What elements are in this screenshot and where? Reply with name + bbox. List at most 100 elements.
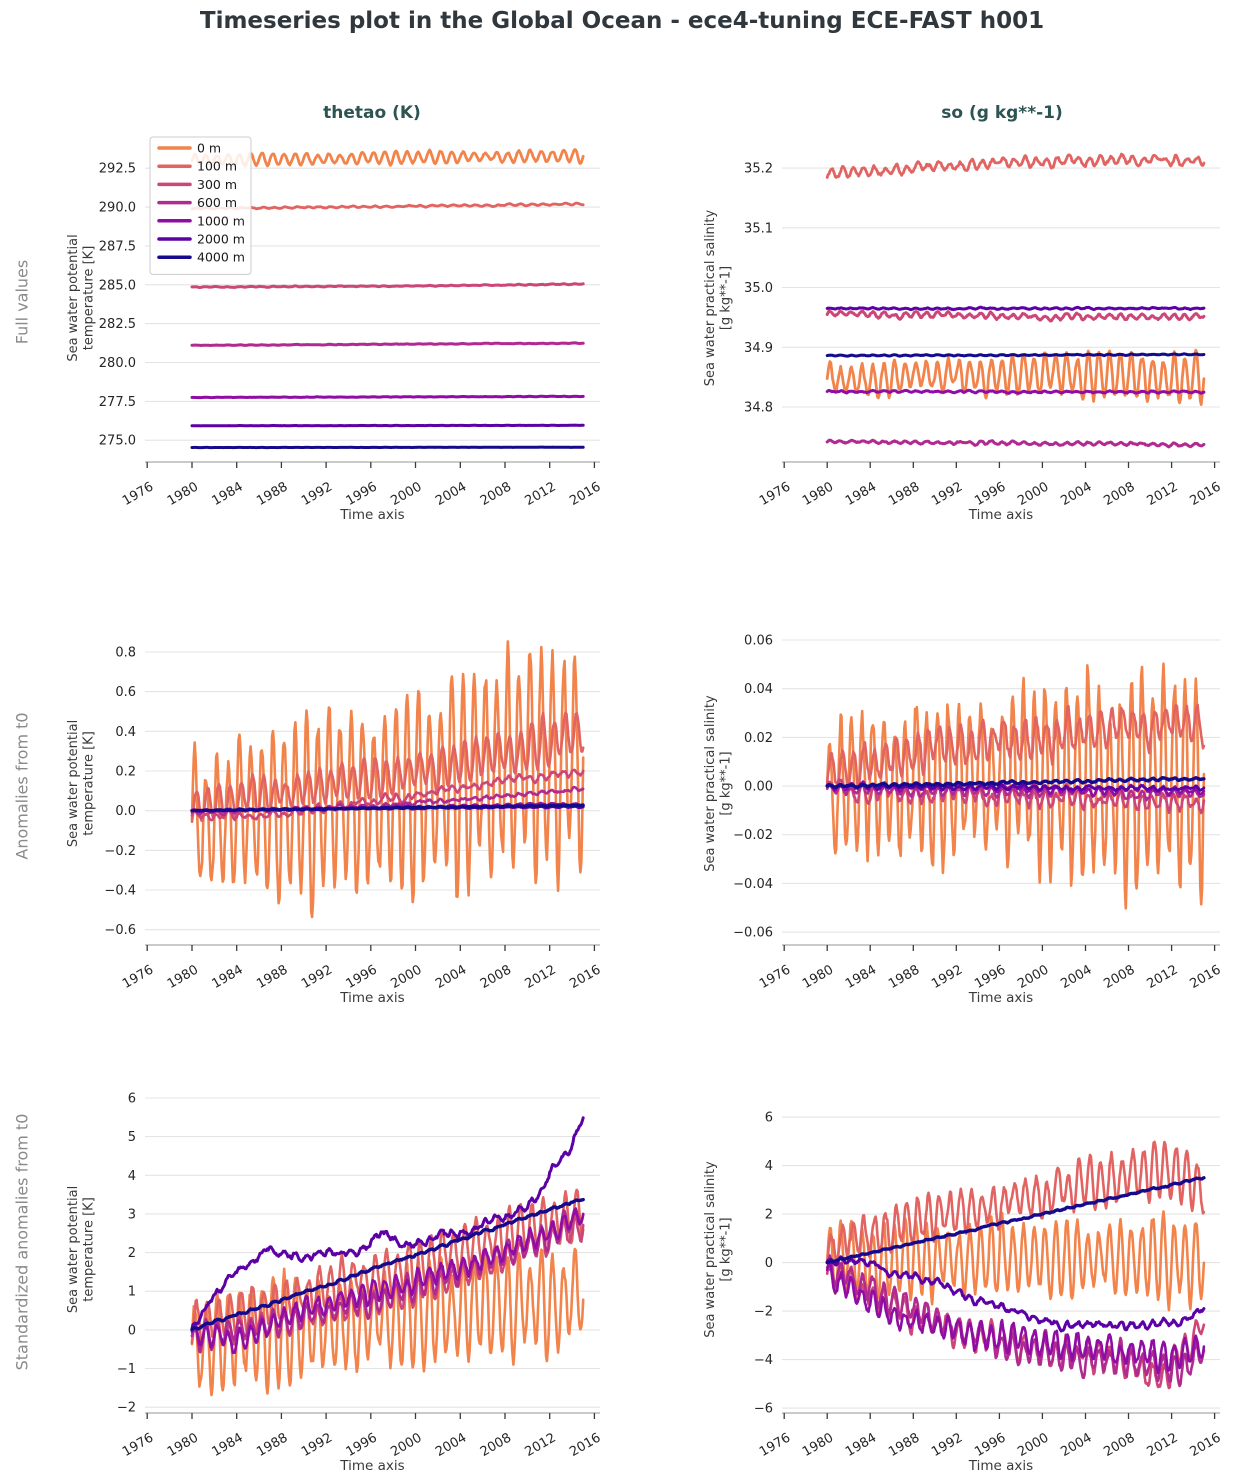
y-tick-label: −0.06 (733, 926, 773, 941)
x-tick-label: 2012 (523, 479, 559, 509)
x-tick-label: 1992 (929, 1430, 965, 1460)
x-axis: 1976 1980 1984 1988 1992 1996 2000 2004 2008 2012… (120, 1412, 603, 1460)
x-tick-label: 2008 (1101, 1430, 1137, 1460)
x-axis-label: Time axis (968, 990, 1033, 1006)
y-tick-label: 35.1 (744, 221, 773, 236)
x-axis: 1976 1980 1984 1988 1992 1996 2000 2004 2008 2012… (120, 944, 603, 992)
x-tick-label: 1992 (929, 479, 965, 509)
x-tick-label: 2008 (1101, 479, 1137, 509)
x-tick-label: 1992 (299, 1430, 335, 1460)
y-tick-label: 35.2 (744, 162, 773, 177)
x-tick-label: 1976 (757, 479, 793, 509)
x-axis: 1976 1980 1984 1988 1992 1996 2000 2004 2008 2012… (757, 1412, 1224, 1460)
subplot-stdanom-so: 1976 1980 1984 1988 1992 1996 2000 2004 2008 2012… (703, 1111, 1224, 1474)
x-tick-label: 1992 (299, 962, 335, 992)
x-axis-label: Time axis (339, 1458, 404, 1474)
y-tick-label: 6 (128, 1092, 136, 1107)
x-tick-label: 1984 (843, 479, 879, 509)
legend-label: 100 m (197, 159, 237, 174)
y-tick-label: 34.8 (744, 401, 773, 416)
series-lines (825, 1140, 1206, 1390)
x-tick-label: 2004 (433, 962, 469, 992)
x-tick-label: 1980 (800, 962, 836, 992)
subplot-full-so: 1976 1980 1984 1988 1992 1996 2000 2004 2008 2012… (703, 152, 1224, 523)
y-tick-label: −0.6 (104, 923, 136, 938)
x-tick-label: 1984 (843, 1430, 879, 1460)
line-300m (825, 309, 1206, 323)
x-tick-label: 2016 (1187, 1430, 1223, 1460)
line-2000m (825, 305, 1206, 312)
y-tick-label: 6 (765, 1111, 773, 1126)
y-axis: −0.06 −0.04 −0.02 0.00 0.02 0.04 0.06 (733, 634, 773, 941)
y-axis-label: Sea water practical salinity[g kg**-1] (703, 209, 734, 386)
y-axis: 275.0 277.5 280.0 282.5 285.0 287.5 290.0 292.5 (99, 162, 136, 449)
x-tick-label: 1976 (120, 962, 156, 992)
y-axis-label: Sea water potentialtemperature [K] (66, 1186, 97, 1313)
legend-label: 0 m (197, 141, 221, 156)
y-tick-label: 5 (128, 1130, 136, 1145)
y-tick-label: 277.5 (99, 395, 136, 410)
y-axis: −6 −4 −2 0 2 4 6 (754, 1111, 773, 1417)
legend: 0 m 100 m 300 m 600 m 1000 m 2000 m 4000 m (149, 136, 252, 275)
y-tick-label: 0.00 (744, 780, 773, 795)
subplot-full-thetao: 1976 1980 1984 1988 1992 1996 2000 2004 2008 2012… (66, 136, 603, 523)
legend-label: 4000 m (197, 250, 245, 265)
x-tick-label: 1992 (299, 479, 335, 509)
y-tick-label: 287.5 (99, 239, 136, 254)
y-tick-label: −2 (117, 1401, 136, 1416)
x-tick-label: 1996 (344, 1430, 380, 1460)
x-tick-label: 1996 (972, 1430, 1008, 1460)
x-tick-label: 1984 (210, 1430, 246, 1460)
y-tick-label: 280.0 (99, 356, 136, 371)
x-tick-label: 1984 (210, 479, 246, 509)
subplot-anom-so: 1976 1980 1984 1988 1992 1996 2000 2004 2008 2012… (703, 634, 1224, 1007)
x-tick-label: 1984 (210, 962, 246, 992)
x-tick-label: 1980 (165, 1430, 201, 1460)
x-tick-label: 2012 (523, 1430, 559, 1460)
x-tick-label: 1980 (800, 479, 836, 509)
x-tick-label: 1992 (929, 962, 965, 992)
line-4000m (190, 803, 585, 813)
x-tick-label: 1988 (254, 479, 290, 509)
x-tick-label: 2016 (567, 962, 603, 992)
y-tick-label: 0.6 (115, 685, 136, 700)
line-100m (825, 703, 1206, 793)
x-tick-label: 1988 (254, 962, 290, 992)
row-label-full-values: Full values (12, 259, 32, 345)
line-1000m (825, 1260, 1206, 1375)
x-axis: 1976 1980 1984 1988 1992 1996 2000 2004 2008 2012… (757, 944, 1224, 992)
series-lines (825, 152, 1206, 449)
y-axis-label: Sea water practical salinity[g kg**-1] (703, 695, 734, 872)
line-1000m (825, 388, 1206, 395)
x-axis-label: Time axis (968, 507, 1033, 523)
line-2000m (190, 1116, 585, 1331)
y-tick-label: 0.2 (115, 765, 136, 780)
x-axis-label: Time axis (968, 1458, 1033, 1474)
x-tick-label: 1976 (757, 962, 793, 992)
y-tick-label: 0.06 (744, 634, 773, 649)
legend-label: 2000 m (197, 232, 245, 247)
x-axis: 1976 1980 1984 1988 1992 1996 2000 2004 2008 2012… (757, 461, 1224, 509)
x-tick-label: 2008 (478, 479, 514, 509)
x-tick-label: 2000 (1015, 962, 1051, 992)
line-0m (190, 1247, 585, 1397)
x-tick-label: 2004 (1058, 962, 1094, 992)
line-4000m (825, 1176, 1206, 1265)
series-lines (190, 1116, 585, 1397)
line-600m (825, 782, 1206, 802)
x-tick-label: 2000 (388, 479, 424, 509)
y-tick-label: −0.02 (733, 828, 773, 843)
y-axis: −2 −1 0 1 2 3 4 5 6 (117, 1092, 136, 1416)
line-600m (825, 438, 1206, 449)
line-0m (825, 1210, 1206, 1312)
x-tick-label: 2016 (567, 479, 603, 509)
y-axis-label: Sea water potentialtemperature [K] (66, 720, 97, 847)
x-tick-label: 1996 (344, 479, 380, 509)
y-tick-label: 2 (128, 1246, 136, 1261)
series-lines (190, 148, 585, 450)
x-tick-label: 2012 (1144, 479, 1180, 509)
x-tick-label: 1976 (120, 479, 156, 509)
x-tick-label: 1988 (254, 1430, 290, 1460)
x-tick-label: 2000 (1015, 479, 1051, 509)
